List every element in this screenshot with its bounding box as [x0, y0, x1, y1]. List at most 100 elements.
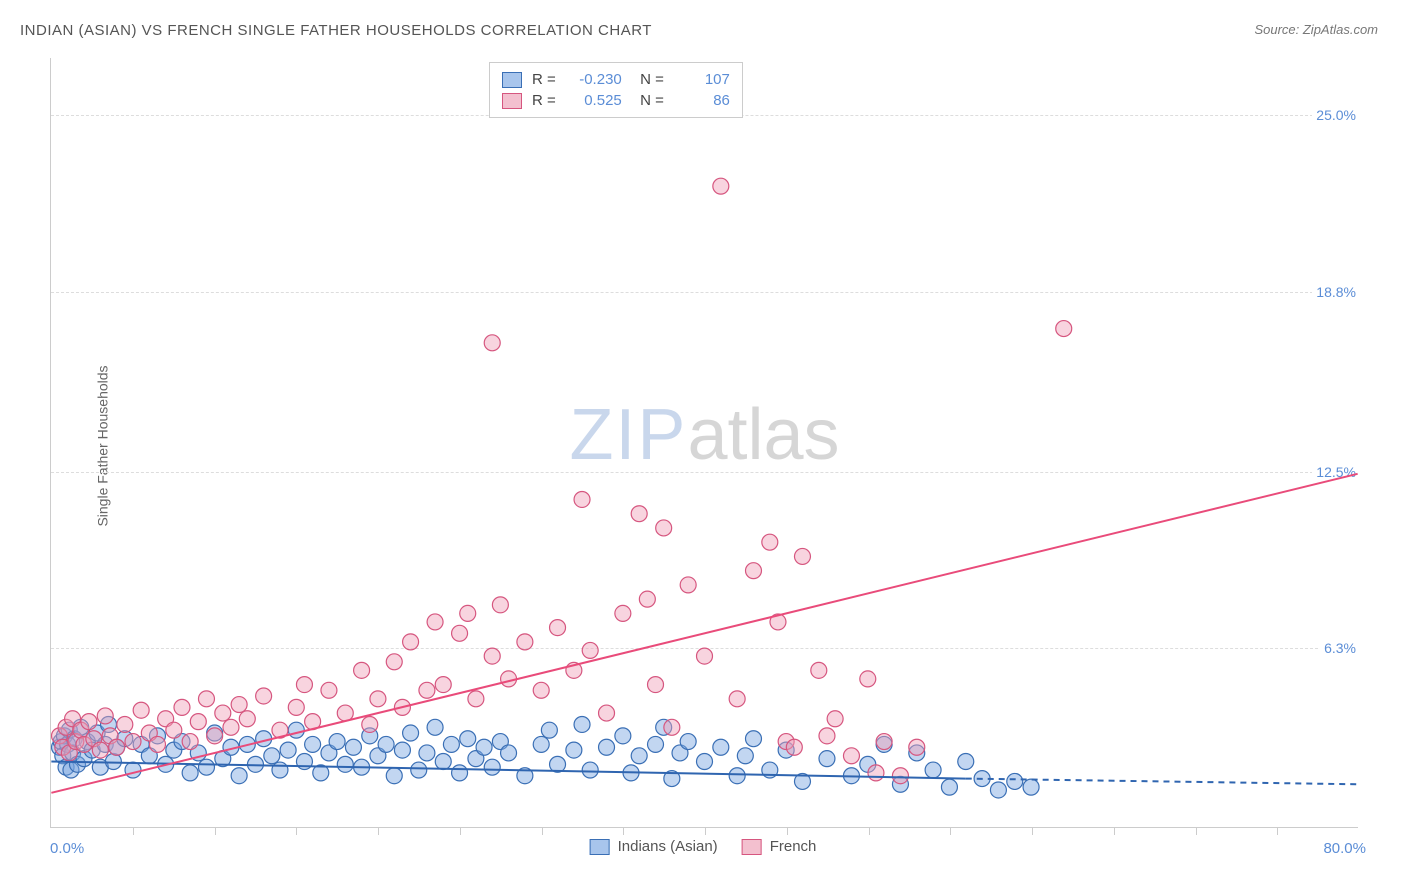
x-tick — [133, 827, 134, 835]
data-point — [427, 614, 443, 630]
data-point — [337, 756, 353, 772]
chart-title: INDIAN (ASIAN) VS FRENCH SINGLE FATHER H… — [20, 22, 652, 39]
data-point — [427, 719, 443, 735]
data-point — [1056, 321, 1072, 337]
data-point — [419, 682, 435, 698]
data-point — [574, 491, 590, 507]
x-tick — [1114, 827, 1115, 835]
data-point — [615, 728, 631, 744]
data-point — [231, 697, 247, 713]
data-point — [794, 548, 810, 564]
x-tick — [950, 827, 951, 835]
series-legend: Indians (Asian) French — [590, 838, 817, 855]
data-point — [1023, 779, 1039, 795]
data-point — [198, 691, 214, 707]
data-point — [868, 765, 884, 781]
data-point — [435, 754, 451, 770]
x-tick — [1277, 827, 1278, 835]
x-tick — [460, 827, 461, 835]
x-tick — [705, 827, 706, 835]
data-point — [362, 716, 378, 732]
data-point — [149, 736, 165, 752]
data-point — [599, 739, 615, 755]
data-point — [827, 711, 843, 727]
data-point — [394, 742, 410, 758]
data-point — [239, 711, 255, 727]
data-point — [1007, 773, 1023, 789]
data-point — [419, 745, 435, 761]
data-point — [697, 754, 713, 770]
data-point — [656, 520, 672, 536]
r-label: R = — [532, 92, 556, 109]
data-point — [288, 699, 304, 715]
data-point — [198, 759, 214, 775]
data-point — [329, 734, 345, 750]
data-point — [574, 716, 590, 732]
data-point — [680, 577, 696, 593]
data-point — [762, 534, 778, 550]
data-point — [909, 739, 925, 755]
data-point — [223, 719, 239, 735]
data-point — [517, 634, 533, 650]
n-label: N = — [632, 92, 664, 109]
data-point — [484, 648, 500, 664]
x-tick — [1196, 827, 1197, 835]
data-point — [264, 748, 280, 764]
data-point — [729, 691, 745, 707]
data-point — [386, 654, 402, 670]
data-point — [182, 734, 198, 750]
data-point — [109, 739, 125, 755]
data-point — [876, 734, 892, 750]
data-point — [476, 739, 492, 755]
data-point — [631, 748, 647, 764]
data-point — [305, 736, 321, 752]
x-tick — [787, 827, 788, 835]
data-point — [819, 751, 835, 767]
data-point — [133, 702, 149, 718]
n-label: N = — [632, 71, 664, 88]
data-point — [272, 762, 288, 778]
data-point — [468, 691, 484, 707]
data-point — [125, 734, 141, 750]
stats-legend: R = -0.230 N = 107 R = 0.525 N = 86 — [489, 62, 743, 118]
r-value-french: 0.525 — [566, 92, 622, 109]
x-tick — [215, 827, 216, 835]
n-value-french: 86 — [674, 92, 730, 109]
data-point — [125, 762, 141, 778]
data-point — [639, 591, 655, 607]
data-point — [550, 620, 566, 636]
data-point — [680, 734, 696, 750]
r-value-indians: -0.230 — [566, 71, 622, 88]
data-point — [484, 335, 500, 351]
data-point — [370, 691, 386, 707]
data-point — [321, 682, 337, 698]
legend-item-french: French — [742, 838, 817, 855]
x-tick — [623, 827, 624, 835]
legend-swatch-indians — [590, 839, 610, 855]
trend-line — [51, 474, 1357, 793]
data-point — [280, 742, 296, 758]
data-point — [190, 714, 206, 730]
data-point — [860, 671, 876, 687]
data-point — [182, 765, 198, 781]
scatter-svg — [51, 58, 1358, 827]
data-point — [737, 748, 753, 764]
data-point — [819, 728, 835, 744]
data-point — [435, 677, 451, 693]
stats-row-french: R = 0.525 N = 86 — [502, 90, 730, 111]
data-point — [231, 768, 247, 784]
data-point — [958, 754, 974, 770]
data-point — [492, 597, 508, 613]
data-point — [166, 722, 182, 738]
data-point — [386, 768, 402, 784]
data-point — [256, 688, 272, 704]
data-point — [215, 705, 231, 721]
data-point — [541, 722, 557, 738]
data-point — [403, 634, 419, 650]
data-point — [207, 728, 223, 744]
data-point — [501, 745, 517, 761]
swatch-french — [502, 93, 522, 109]
data-point — [582, 762, 598, 778]
data-point — [452, 625, 468, 641]
data-point — [533, 736, 549, 752]
